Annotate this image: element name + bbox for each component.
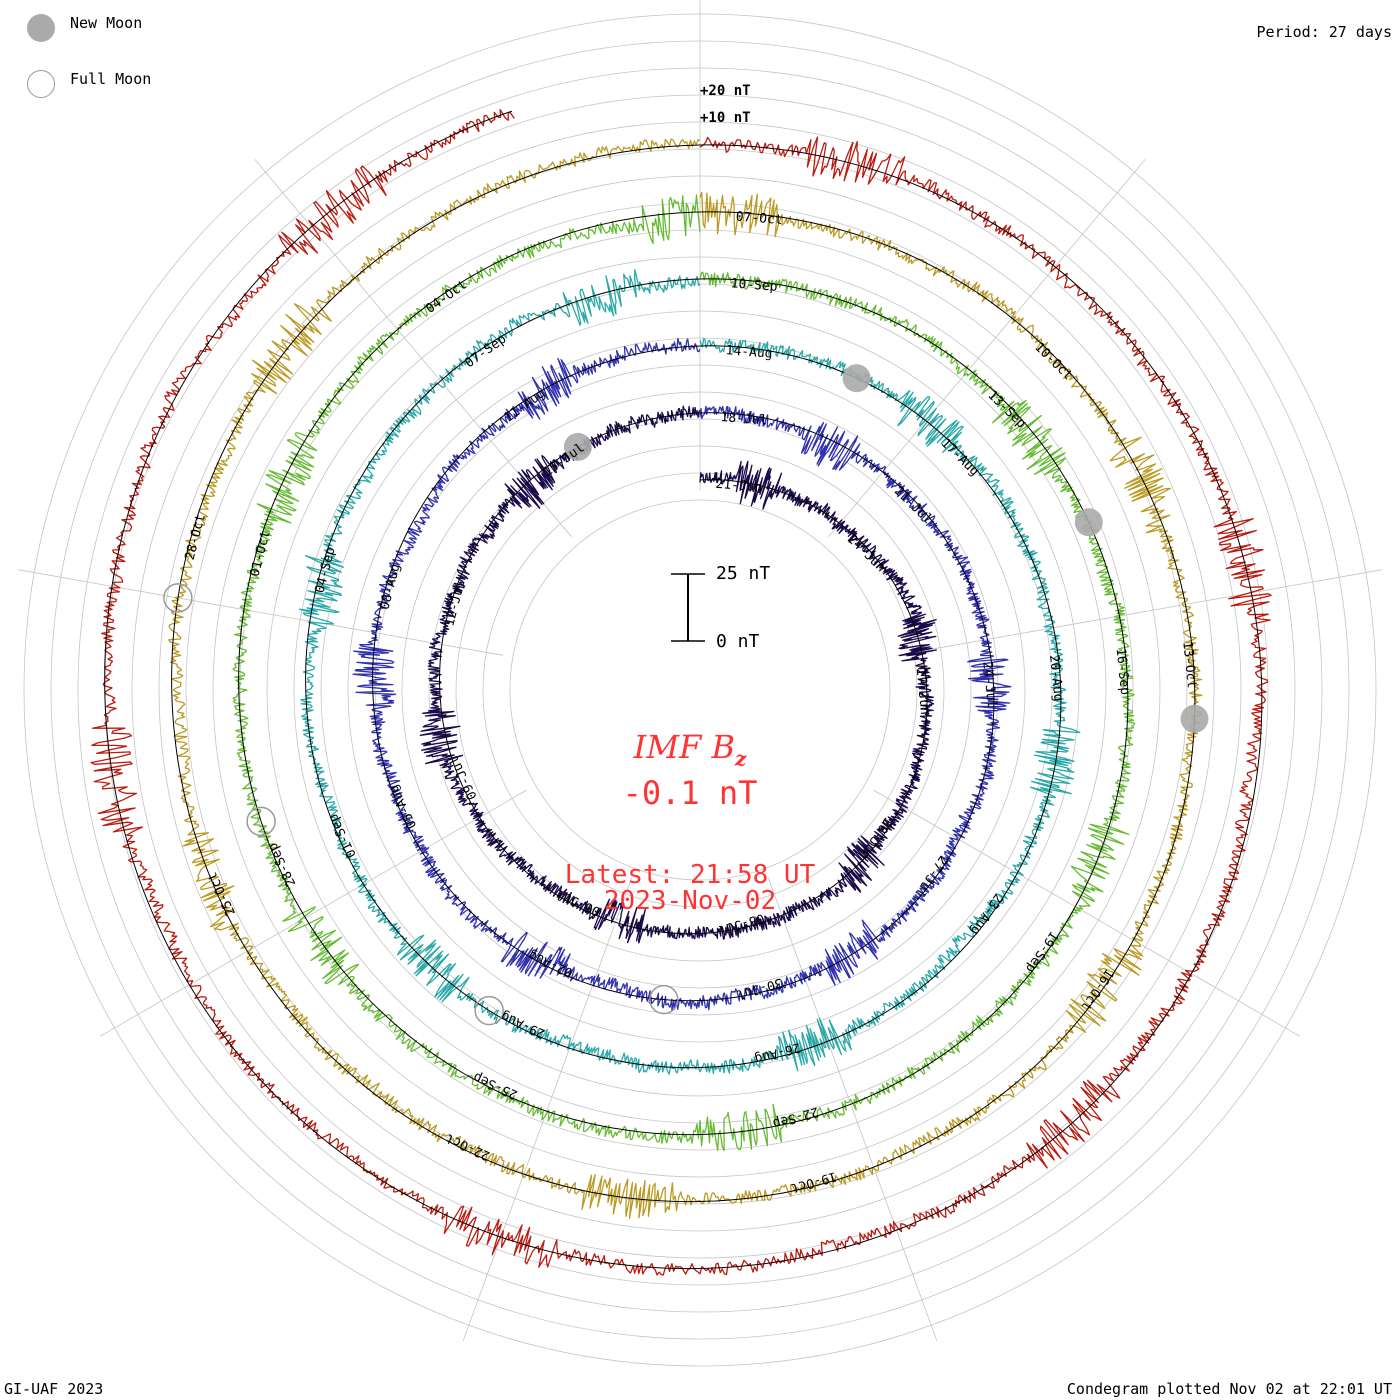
grid-spoke-7 bbox=[17, 569, 504, 656]
full-moon-label: Full Moon bbox=[70, 70, 152, 88]
grid-spoke-2 bbox=[896, 569, 1383, 656]
full-moon-marker-01-Aug bbox=[649, 984, 679, 1015]
date-label-20-Aug: 20-Aug bbox=[1046, 654, 1066, 702]
trace-10-Sep bbox=[232, 194, 1136, 1152]
ring-label-0: +20 nT bbox=[700, 83, 751, 99]
trace-21-Jun bbox=[419, 405, 937, 944]
date-label-07-Sep: 07-Sep bbox=[462, 332, 509, 372]
grid-spoke-6 bbox=[99, 789, 527, 1037]
date-label-22-Sep: 22-Sep bbox=[771, 1104, 820, 1131]
latest-date: 2023-Nov-02 bbox=[603, 886, 777, 916]
date-label-16-Oct: 16-Oct bbox=[1078, 966, 1117, 1013]
date-label-05-Aug: 05-Aug bbox=[386, 782, 420, 831]
date-label-08-Aug: 08-Aug bbox=[377, 562, 403, 611]
credit-label: GI-UAF 2023 bbox=[4, 1380, 104, 1398]
grid-circle-0 bbox=[509, 499, 891, 881]
full-moon-marker-28-Oct bbox=[163, 583, 193, 613]
spiral-zero-line bbox=[104, 110, 1263, 1270]
zero-lines bbox=[104, 110, 1263, 1270]
new-moon-marker-16-Jul bbox=[563, 432, 592, 461]
trace-07-Oct bbox=[168, 138, 1203, 1220]
date-label-10-Sep: 10-Sep bbox=[730, 276, 778, 294]
scale-top-label: 25 nT bbox=[716, 563, 771, 584]
date-label-28-Sep: 28-Sep bbox=[265, 840, 299, 889]
date-label-24-Jun: 24-Jun bbox=[844, 532, 888, 576]
date-label-25-Sep: 25-Sep bbox=[471, 1069, 520, 1102]
parameter-name: IMF B bbox=[633, 728, 735, 766]
grid-spoke-4 bbox=[768, 877, 938, 1342]
parameter-title: IMF Bz bbox=[560, 728, 820, 770]
full-moon-marker-30-Aug bbox=[474, 995, 504, 1026]
bz-traces bbox=[90, 109, 1272, 1276]
date-label-04-Oct: 04-Oct bbox=[423, 277, 470, 317]
date-label-27-Jun: 27-Jun bbox=[913, 667, 933, 715]
scale-bar bbox=[671, 573, 705, 642]
date-label-21-Jun: 21-Jun bbox=[715, 477, 763, 495]
new-moon-marker-15-Sep bbox=[1074, 508, 1103, 537]
date-label-18-Jul: 18-Jul bbox=[720, 410, 768, 428]
grid-spoke-5 bbox=[462, 877, 632, 1342]
date-label-21-Jul: 21-Jul bbox=[891, 484, 935, 528]
date-labels: 21-Jun24-Jun27-Jun30-Jun03-Jul06-Jul09-J… bbox=[183, 210, 1199, 1196]
date-label-30-Jul: 30-Jul bbox=[735, 975, 784, 1002]
date-label-02-Aug: 02-Aug bbox=[526, 947, 575, 980]
trace-14-Aug bbox=[299, 269, 1081, 1075]
new-moon-marker-16-Aug bbox=[842, 364, 871, 393]
trace-18-Jul bbox=[352, 337, 1012, 1012]
full-moon-marker-29-Sep bbox=[246, 806, 276, 837]
new-moon-label: New Moon bbox=[70, 14, 143, 32]
new-moon-icon bbox=[27, 14, 55, 42]
date-label-01-Sep: 01-Sep bbox=[326, 811, 360, 860]
date-label-30-Jun: 30-Jun bbox=[856, 815, 895, 862]
date-label-07-Oct: 07-Oct bbox=[735, 210, 783, 228]
scale-bottom-label: 0 nT bbox=[716, 631, 760, 652]
date-label-29-Aug: 29-Aug bbox=[499, 1008, 548, 1041]
moon-markers bbox=[163, 364, 1209, 1026]
full-moon-icon bbox=[27, 70, 55, 98]
grid-spoke-1 bbox=[828, 159, 1146, 538]
ring-labels: +20 nT +10 nT bbox=[700, 83, 751, 126]
polar-grid bbox=[17, 0, 1383, 1367]
plotted-label: Condegram plotted Nov 02 at 22:01 UT bbox=[1066, 1380, 1392, 1398]
date-label-10-Oct: 10-Oct bbox=[1031, 340, 1075, 384]
date-label-14-Aug: 14-Aug bbox=[725, 343, 773, 361]
date-label-22-Oct: 22-Oct bbox=[443, 1130, 492, 1163]
grid-spoke-8 bbox=[254, 159, 572, 538]
date-label-13-Sep: 13-Sep bbox=[985, 388, 1029, 432]
latest-value: -0.1 nT bbox=[622, 774, 758, 812]
ring-label-1: +10 nT bbox=[700, 110, 751, 126]
date-label-01-Oct: 01-Oct bbox=[248, 529, 274, 578]
latest-time: Latest: 21:58 UT bbox=[564, 860, 816, 890]
period-label: Period: 27 days bbox=[1256, 23, 1392, 41]
new-moon-marker-14-Oct bbox=[1180, 704, 1209, 733]
date-label-16-Sep: 16-Sep bbox=[1113, 648, 1133, 696]
grid-spoke-3 bbox=[873, 789, 1301, 1037]
date-label-17-Aug: 17-Aug bbox=[938, 436, 982, 480]
date-label-24-Jul: 24-Jul bbox=[979, 661, 999, 709]
parameter-subscript: z bbox=[734, 746, 747, 771]
date-label-13-Oct: 13-Oct bbox=[1179, 641, 1199, 689]
date-label-23-Aug: 23-Aug bbox=[967, 890, 1006, 937]
